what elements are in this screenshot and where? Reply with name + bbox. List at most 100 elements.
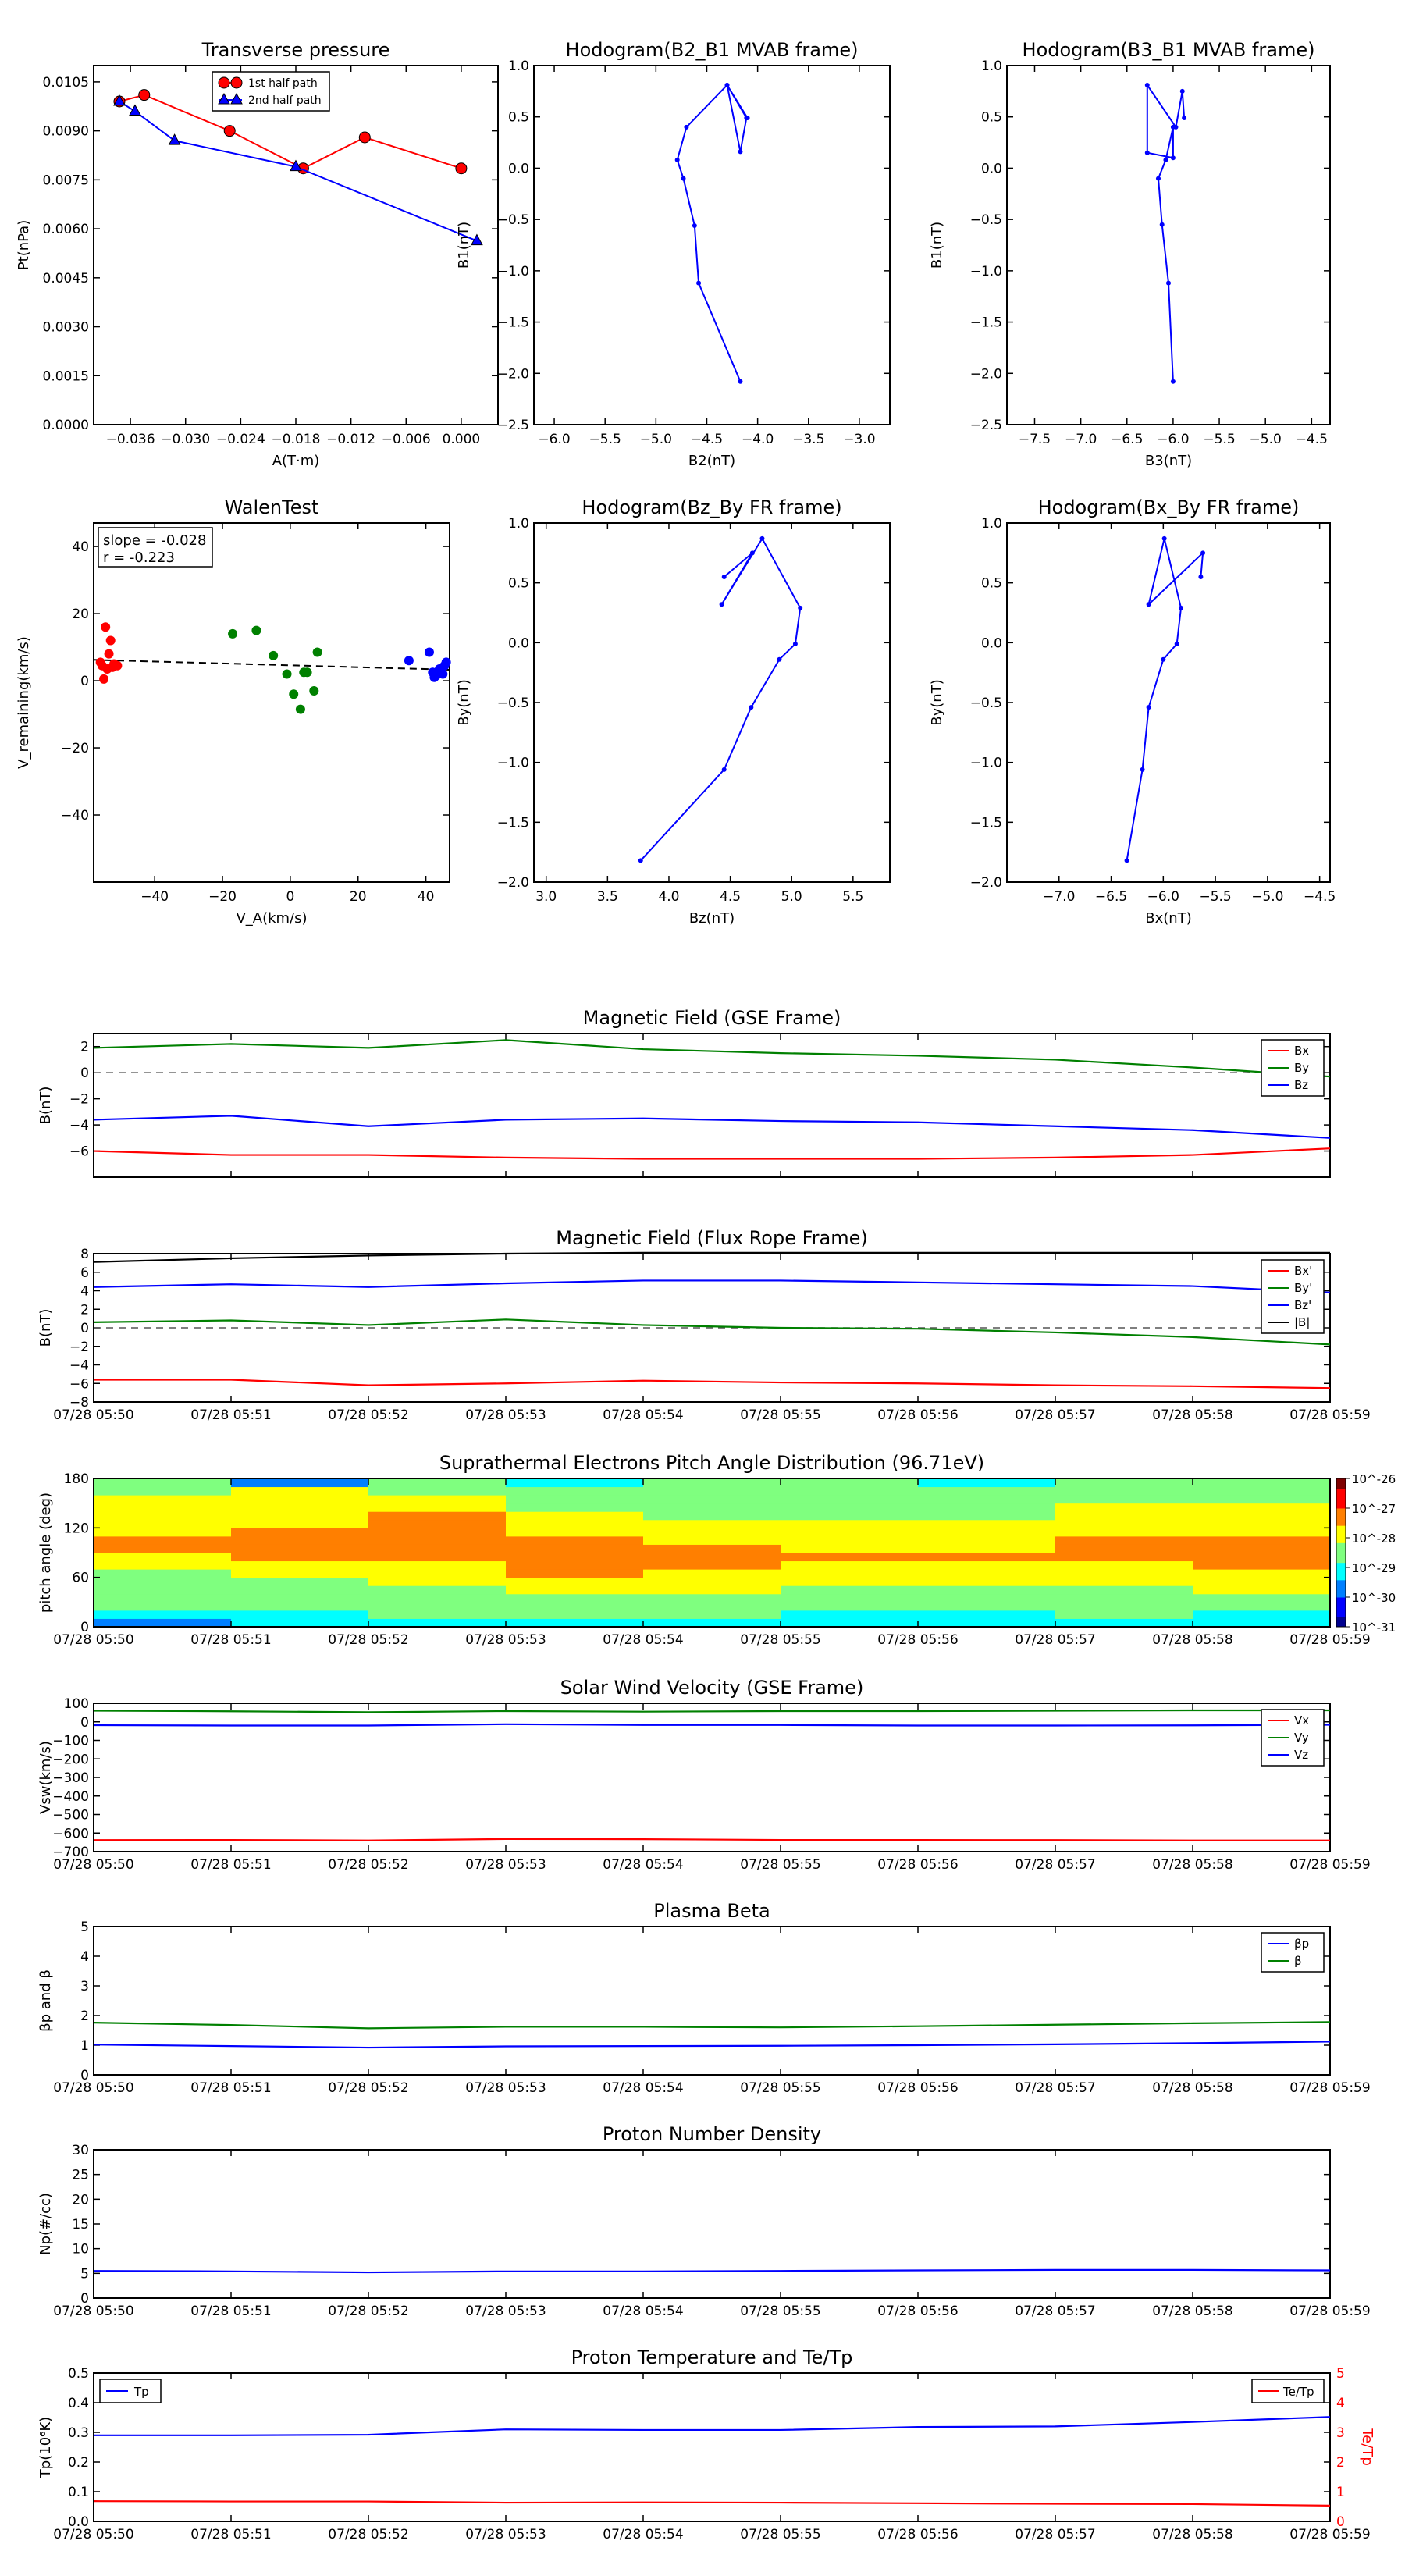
legend-label: βp xyxy=(1294,1937,1309,1951)
data-point xyxy=(230,76,243,89)
heatmap-cell xyxy=(231,1593,369,1603)
y-tick-label: −300 xyxy=(52,1770,89,1786)
x-tick-label: 07/28 05:57 xyxy=(1015,1632,1095,1648)
colorbar-tick-label: 10^-30 xyxy=(1352,1591,1396,1605)
heatmap-cell xyxy=(1055,1569,1193,1578)
series-line xyxy=(93,1251,1330,1263)
colorbar-segment xyxy=(1336,1562,1346,1566)
y-tick-label: 2 xyxy=(80,2008,89,2024)
colorbar-segment xyxy=(1336,1585,1346,1588)
heatmap-cell xyxy=(643,1519,781,1528)
x-tick-label: −6.5 xyxy=(1095,889,1127,905)
heatmap-cell xyxy=(781,1503,919,1512)
x-tick-label: −4.0 xyxy=(742,432,774,447)
y2-axis-label: Te/Tp xyxy=(1359,2428,1375,2466)
x-axis-label: A(T·m) xyxy=(272,453,320,469)
colorbar-segment xyxy=(1336,1542,1346,1546)
heatmap-cell xyxy=(781,1560,919,1570)
heatmap-cell xyxy=(94,1593,232,1603)
y-tick-label: 120 xyxy=(64,1521,89,1536)
heatmap-cell xyxy=(506,1528,644,1537)
legend: Bx' By' Bz' |B| xyxy=(1261,1259,1325,1334)
data-point xyxy=(105,635,116,646)
x-tick-label: 07/28 05:56 xyxy=(877,2080,958,2096)
data-point xyxy=(299,667,309,678)
legend-label: |B| xyxy=(1294,1315,1310,1329)
heatmap-cell xyxy=(368,1511,507,1521)
colorbar-segment xyxy=(1336,1609,1346,1613)
x-tick-label: 07/28 05:56 xyxy=(877,1857,958,1873)
y-tick-label: −600 xyxy=(52,1826,89,1841)
colorbar-segment xyxy=(1336,1553,1346,1556)
data-point xyxy=(218,76,230,89)
colorbar-segment xyxy=(1336,1550,1346,1553)
colorbar-segment xyxy=(1336,1570,1346,1573)
data-point xyxy=(681,176,686,181)
heatmap-cell xyxy=(231,1544,369,1553)
x-tick-label: −0.006 xyxy=(382,432,431,447)
data-point xyxy=(738,149,743,155)
y-tick-label: −6 xyxy=(69,1144,89,1160)
data-point xyxy=(798,605,803,610)
x-tick-label: 07/28 05:52 xyxy=(328,2304,408,2319)
heatmap-cell xyxy=(231,1478,369,1488)
heatmap-cell xyxy=(918,1544,1056,1553)
colorbar-segment xyxy=(1336,1567,1346,1571)
colorbar-segment xyxy=(1336,1532,1346,1536)
x-tick-label: −6.0 xyxy=(538,432,570,447)
heatmap-cell xyxy=(506,1593,644,1603)
heatmap-cell xyxy=(368,1519,507,1528)
data-point xyxy=(441,657,451,667)
colorbar-segment xyxy=(1336,1483,1346,1486)
heatmap-cell xyxy=(506,1553,644,1562)
y-tick-label: 30 xyxy=(72,2143,89,2158)
plot-frame xyxy=(93,1926,1331,2076)
y-tick-label: −1.5 xyxy=(497,815,529,831)
data-point xyxy=(290,159,302,172)
heatmap-cell xyxy=(781,1535,919,1545)
y-tick-label: −1.5 xyxy=(970,815,1002,831)
data-point xyxy=(721,767,727,772)
heatmap-cell xyxy=(1055,1593,1193,1603)
x-tick-label: −40 xyxy=(140,889,169,905)
series-line xyxy=(93,2500,1331,2507)
x-tick-label: 07/28 05:55 xyxy=(740,2304,820,2319)
x-tick-label: −7.5 xyxy=(1019,432,1051,447)
heatmap-cell xyxy=(1193,1528,1331,1537)
x-tick-label: 07/28 05:58 xyxy=(1152,2527,1232,2542)
y-tick-label: 1.0 xyxy=(508,59,529,74)
x-tick-label: 07/28 05:56 xyxy=(877,1407,958,1423)
x-tick-label: 5.5 xyxy=(842,889,863,905)
panel-9: 10^-26 10^-27 10^-28 10^-29 10^-30 10^-31 Supr… xyxy=(37,1452,1396,1648)
series-line xyxy=(93,1279,1331,1293)
heatmap-cell xyxy=(781,1478,919,1488)
heatmap-cell xyxy=(1193,1618,1331,1628)
heatmap-cell xyxy=(231,1535,369,1545)
data-point xyxy=(1146,602,1151,607)
y-tick-label: 1.0 xyxy=(508,516,529,532)
legend-label: By' xyxy=(1294,1281,1312,1295)
heatmap-cell xyxy=(918,1535,1056,1545)
x-tick-label: 0.000 xyxy=(443,432,481,447)
x-tick-label: −5.5 xyxy=(589,432,621,447)
plot-frame xyxy=(533,65,891,425)
colorbar-segment xyxy=(1336,1602,1346,1605)
colorbar-segment xyxy=(1336,1517,1346,1521)
y-axis-label: By(nT) xyxy=(456,679,472,725)
heatmap-cell xyxy=(643,1528,781,1537)
x-tick-label: −7.0 xyxy=(1065,432,1097,447)
colorbar-segment xyxy=(1336,1538,1346,1541)
y-tick-label: −2.0 xyxy=(497,875,529,891)
x-tick-label: 07/28 05:51 xyxy=(190,1632,271,1648)
x-tick-label: 07/28 05:59 xyxy=(1289,2527,1370,2542)
heatmap-cell xyxy=(506,1577,644,1586)
heatmap-cell xyxy=(368,1528,507,1537)
x-tick-label: 07/28 05:51 xyxy=(190,2080,271,2096)
heatmap-cell xyxy=(781,1553,919,1562)
x-tick-label: 5.0 xyxy=(781,889,802,905)
heatmap-cell xyxy=(643,1544,781,1553)
x-tick-label: 07/28 05:59 xyxy=(1289,2304,1370,2319)
series-line xyxy=(93,1709,1330,1713)
heatmap-cell xyxy=(781,1511,919,1521)
